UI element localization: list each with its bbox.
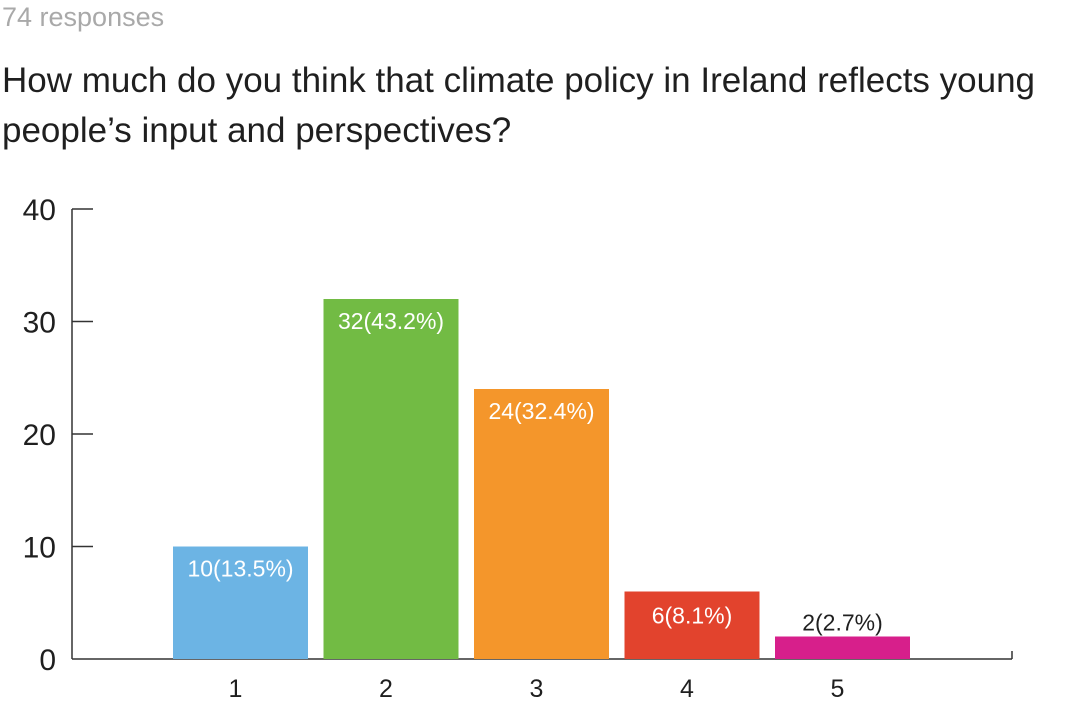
- y-tick-label: 20: [23, 419, 56, 452]
- data-label: 24(32.4%): [488, 398, 594, 424]
- chart-tick-labels: 0 10 20 30 40 1 2 3 4 5: [23, 194, 845, 703]
- chart-title: How much do you think that climate polic…: [2, 61, 1036, 150]
- y-tick-label: 0: [39, 644, 56, 677]
- data-label: 32(43.2%): [338, 308, 444, 334]
- data-label: 10(13.5%): [187, 556, 293, 582]
- data-label: 2(2.7%): [802, 610, 883, 636]
- bar: [624, 591, 760, 659]
- x-tick-label: 3: [530, 675, 544, 703]
- response-count: 74 responses: [2, 2, 165, 32]
- bar: [474, 389, 609, 659]
- bar: [775, 636, 910, 659]
- bar: [173, 546, 308, 659]
- chart-bars: [173, 299, 910, 659]
- y-tick-label: 10: [23, 532, 56, 565]
- x-tick-label: 2: [379, 675, 393, 703]
- y-tick-label: 40: [23, 194, 56, 227]
- x-tick-label: 1: [229, 675, 243, 703]
- chart-data-labels: 10(13.5%) 32(43.2%) 24(32.4%) 6(8.1%) 2(2.7%…: [187, 308, 882, 636]
- x-tick-label: 5: [831, 675, 845, 703]
- y-tick-label: 30: [23, 307, 56, 340]
- data-label: 6(8.1%): [652, 603, 733, 629]
- bar: [323, 299, 459, 659]
- x-tick-label: 4: [680, 675, 694, 703]
